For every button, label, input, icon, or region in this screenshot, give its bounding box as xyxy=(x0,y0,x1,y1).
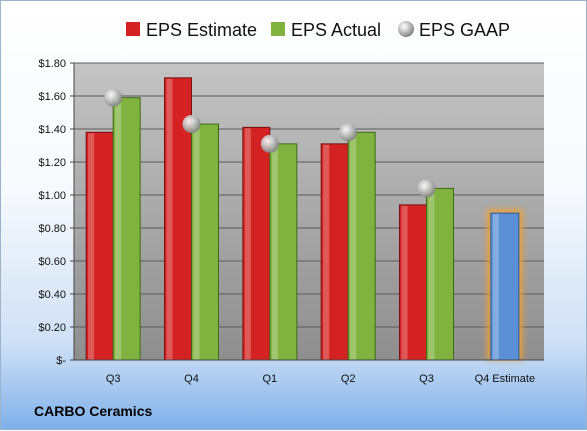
bar-highlight xyxy=(401,205,408,360)
legend: EPS Estimate EPS Actual EPS GAAP xyxy=(126,20,510,40)
bar-q4-estimate xyxy=(490,212,520,361)
gaap-marker xyxy=(339,123,358,142)
y-tick-label: $0.40 xyxy=(38,289,66,301)
legend-label: EPS Estimate xyxy=(146,20,257,40)
gaap-marker xyxy=(182,115,201,134)
x-tick-label: Q3 xyxy=(419,373,434,385)
x-tick-label: Q1 xyxy=(262,373,277,385)
x-tick-label: Q4 xyxy=(184,373,199,385)
y-tick-label: $- xyxy=(56,355,66,367)
bar-highlight xyxy=(492,214,499,360)
x-tick-label: Q3 xyxy=(106,373,121,385)
bar-eps-actual xyxy=(347,131,376,361)
y-axis: $- $0.20 $0.40 $0.60 $0.80 $1.00 $1.20 $1.40 $1.… xyxy=(38,58,75,367)
gaap-marker xyxy=(417,179,436,198)
legend-swatch xyxy=(126,22,140,36)
bar-eps-estimate xyxy=(399,204,427,361)
bar-eps-actual xyxy=(191,123,219,361)
y-tick-label: $0.80 xyxy=(38,223,66,235)
y-tick-label: $1.80 xyxy=(38,58,66,70)
legend-marker-gaap xyxy=(398,21,414,37)
bar-highlight xyxy=(428,189,435,360)
company-name: CARBO Ceramics xyxy=(34,403,153,419)
plot-area xyxy=(74,63,544,360)
y-tick-label: $1.60 xyxy=(38,91,66,103)
bar-highlight xyxy=(271,144,278,360)
legend-label: EPS GAAP xyxy=(419,20,510,40)
y-tick-label: $1.20 xyxy=(38,157,66,169)
x-axis: Q3 Q4 Q1 Q2 Q3 Q4 Estimate xyxy=(74,359,544,385)
bar-highlight xyxy=(115,98,122,361)
gaap-markers xyxy=(104,88,436,198)
bar-highlight xyxy=(350,133,357,360)
bar-highlight xyxy=(323,144,330,360)
bar-eps-estimate xyxy=(320,143,349,361)
gaap-marker xyxy=(260,134,279,153)
gridlines xyxy=(74,62,544,361)
legend-label: EPS Actual xyxy=(291,20,381,40)
bar-eps-actual xyxy=(269,143,298,361)
y-tick-label: $1.00 xyxy=(38,190,66,202)
bar-eps-actual xyxy=(112,97,141,361)
y-tick-label: $0.60 xyxy=(38,256,66,268)
y-tick-label: $0.20 xyxy=(38,322,66,334)
x-tick-label: Q4 Estimate xyxy=(475,373,536,385)
y-tick-label: $1.40 xyxy=(38,124,66,136)
bar-highlight xyxy=(166,78,173,360)
bar-highlight xyxy=(88,133,95,360)
bars xyxy=(85,77,523,361)
gaap-marker xyxy=(104,88,123,107)
bar-highlight xyxy=(244,128,251,360)
x-tick-label: Q2 xyxy=(341,373,356,385)
legend-swatch xyxy=(271,22,285,36)
bar-highlight xyxy=(193,125,200,360)
bar-eps-estimate xyxy=(242,126,271,361)
bar-eps-actual xyxy=(426,187,454,361)
